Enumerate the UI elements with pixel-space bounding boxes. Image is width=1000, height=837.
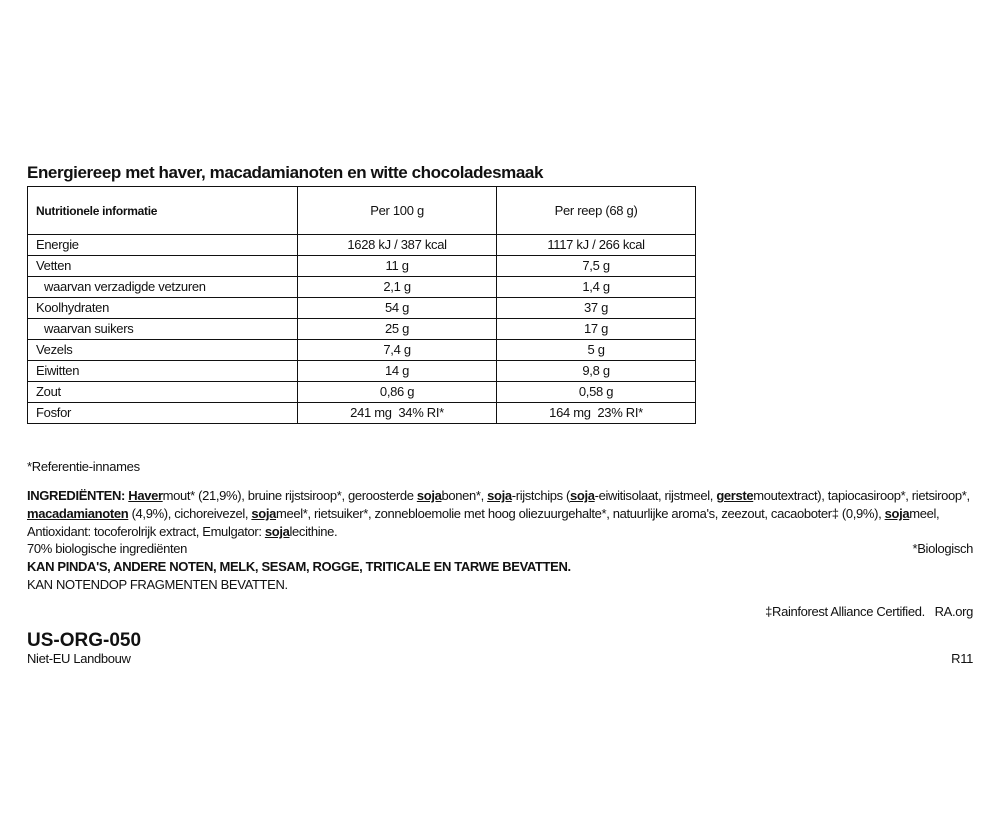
batch-code: R11 (951, 651, 973, 666)
nutrition-table: Nutritionele informatie Per 100 g Per re… (26, 186, 696, 424)
rainforest-note: ‡Rainforest Alliance Certified. RA.org (765, 604, 973, 619)
allergen: gerste (716, 488, 754, 503)
ingredient-text: meel*, rietsuiker*, zonnebloemolie met h… (276, 506, 885, 521)
certification-code: US-ORG-050 (27, 630, 142, 651)
allergen-warning: KAN PINDA'S, ANDERE NOTEN, MELK, SESAM, … (27, 559, 571, 574)
product-title: Energiereep met haver, macadamianoten en… (27, 163, 544, 182)
nutrient-name: Zout (26, 381, 299, 403)
per-bar-value: 0,58 g (496, 381, 696, 403)
header-per-bar: Per reep (68 g) (496, 186, 696, 235)
allergen: soja (884, 506, 910, 521)
reference-note: *Referentie-innames (27, 459, 140, 474)
table-header-row: Nutritionele informatie Per 100 g Per re… (26, 186, 696, 235)
per-100g-value: 0,86 g (297, 381, 498, 403)
table-row: Vetten 11 g 7,5 g (26, 255, 696, 277)
allergen: soja (570, 488, 595, 503)
ingredient-text: mout* (21,9%), bruine rijstsiroop*, gero… (162, 488, 417, 503)
per-bar-value: 17 g (496, 318, 696, 340)
nutrient-name: Vetten (26, 255, 299, 277)
header-nutrition: Nutritionele informatie (26, 186, 299, 235)
per-bar-value: 7,5 g (496, 255, 696, 277)
table-row: waarvan suikers 25 g 17 g (26, 318, 696, 340)
table-row: Eiwitten 14 g 9,8 g (26, 360, 696, 382)
per-100g-value: 241 mg 34% RI* (297, 402, 498, 424)
ingredients-text: Havermout* (21,9%), bruine rijstsiroop*,… (27, 488, 970, 539)
organic-share: 70% biologische ingrediënten (27, 541, 188, 556)
per-100g-value: 14 g (297, 360, 498, 382)
nutrient-name: Eiwitten (26, 360, 299, 382)
table-row: Energie 1628 kJ / 387 kcal 1117 kJ / 266 k… (26, 234, 696, 256)
per-100g-value: 2,1 g (297, 276, 498, 298)
allergen: macadamianoten (27, 506, 129, 521)
per-bar-value: 37 g (496, 297, 696, 319)
per-bar-value: 164 mg 23% RI* (496, 402, 696, 424)
ingredient-text: -eiwitisolaat, rijstmeel, (594, 488, 717, 503)
per-bar-value: 1,4 g (496, 276, 696, 298)
table-row: Fosfor 241 mg 34% RI* 164 mg 23% RI* (26, 402, 696, 424)
ingredient-text: lecithine. (289, 524, 338, 539)
ingredients: INGREDIËNTEN: Havermout* (21,9%), bruine… (27, 487, 975, 541)
nutrient-name: Energie (26, 234, 299, 256)
ingredient-text: bonen*, (441, 488, 488, 503)
table-row: Koolhydraten 54 g 37 g (26, 297, 696, 319)
ingredient-text: (4,9%), cichoreivezel, (128, 506, 252, 521)
allergen: soja (264, 524, 290, 539)
allergen: soja (416, 488, 442, 503)
nutrient-name: Vezels (26, 339, 299, 361)
nutrient-name: Koolhydraten (26, 297, 299, 319)
per-100g-value: 11 g (297, 255, 498, 277)
allergen: soja (251, 506, 277, 521)
agriculture-origin: Niet-EU Landbouw (27, 651, 131, 666)
per-100g-value: 25 g (297, 318, 498, 340)
allergen: Haver (128, 488, 163, 503)
per-100g-value: 1628 kJ / 387 kcal (297, 234, 498, 256)
allergen: soja (487, 488, 512, 503)
organic-note: *Biologisch (912, 541, 974, 556)
table-row: Zout 0,86 g 0,58 g (26, 381, 696, 403)
nutrient-name: waarvan verzadigde vetzuren (26, 276, 299, 298)
ingredients-label: INGREDIËNTEN: (27, 488, 126, 503)
nutshell-warning: KAN NOTENDOP FRAGMENTEN BEVATTEN. (27, 577, 288, 592)
ingredient-text: moutextract), tapiocasiroop*, rietsiroop… (753, 488, 970, 503)
header-per-100g: Per 100 g (297, 186, 498, 235)
table-row: waarvan verzadigde vetzuren 2,1 g 1,4 g (26, 276, 696, 298)
per-bar-value: 5 g (496, 339, 696, 361)
nutrient-name: Fosfor (26, 402, 299, 424)
per-bar-value: 9,8 g (496, 360, 696, 382)
nutrient-name: waarvan suikers (26, 318, 299, 340)
per-100g-value: 54 g (297, 297, 498, 319)
per-bar-value: 1117 kJ / 266 kcal (496, 234, 696, 256)
ingredient-text: meel, Antioxidant: tocoferolrijk extract… (27, 506, 940, 539)
ingredient-text: -rijstchips ( (511, 488, 571, 503)
per-100g-value: 7,4 g (297, 339, 498, 361)
